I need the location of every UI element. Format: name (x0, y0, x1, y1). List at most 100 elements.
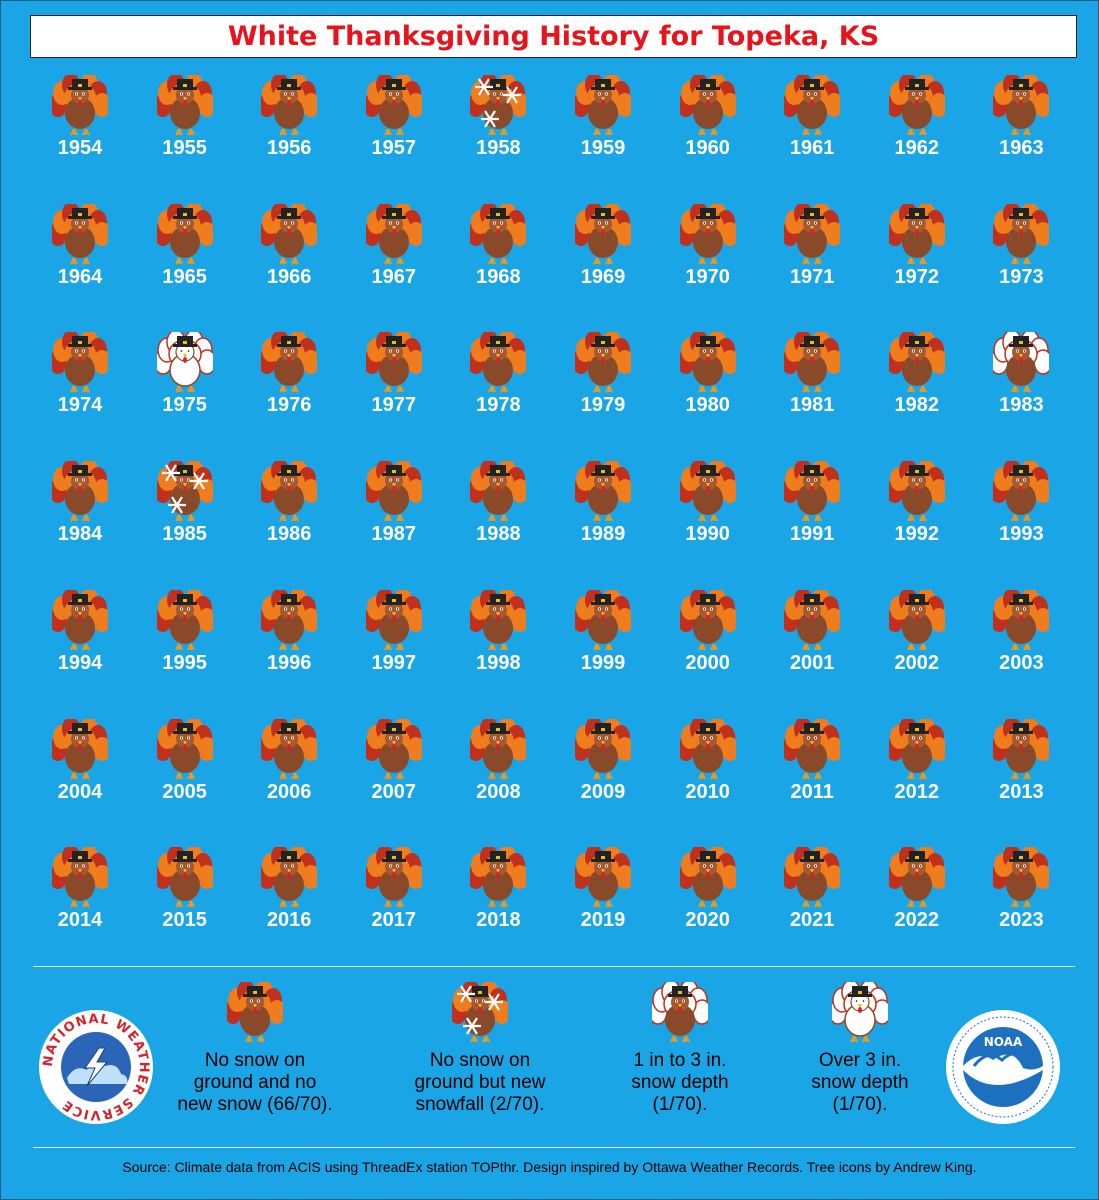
year-label: 1969 (580, 265, 626, 288)
year-label: 1960 (685, 137, 730, 159)
legend-item-over-3in: Over 3 in. snow depth (1/70). (775, 982, 945, 1116)
turkey-grid: 1954 1955 1956 1957 1958 1959 1960 1961 1962 1963… (28, 75, 1073, 932)
year-label: 1955 (162, 137, 207, 159)
year-cell-2003: 2003 (969, 589, 1073, 708)
nws-logo: NATIONAL WEATHER SERVICE (39, 1010, 153, 1124)
year-label: 2018 (476, 909, 521, 932)
year-cell-1957: 1957 (342, 75, 446, 193)
legend-item-new-snow: No snow on ground but new snowfall (2/70). (385, 982, 575, 1116)
year-cell-1972: 1972 (865, 203, 969, 322)
year-cell-1994: 1994 (28, 589, 132, 708)
legend-divider-top (33, 966, 1075, 967)
year-label: 2007 (371, 780, 417, 803)
year-label: 2000 (685, 651, 730, 674)
year-cell-1960: 1960 (656, 75, 760, 193)
year-label: 2008 (476, 780, 521, 803)
year-label: 2013 (999, 780, 1044, 803)
year-label: 1999 (580, 651, 626, 674)
year-cell-1985: 1985 (133, 461, 237, 579)
legend-item-one-to-three: 1 in to 3 in. snow depth (1/70). (590, 982, 770, 1116)
year-cell-1966: 1966 (237, 203, 341, 322)
year-cell-1996: 1996 (237, 589, 341, 708)
year-label: 1978 (476, 394, 521, 417)
legend-turkey-icon (775, 982, 945, 1044)
year-cell-2019: 2019 (551, 847, 655, 965)
year-cell-2008: 2008 (446, 718, 550, 837)
year-label: 2002 (894, 651, 940, 674)
year-label: 1956 (266, 137, 312, 159)
year-cell-2010: 2010 (656, 718, 760, 837)
year-cell-2002: 2002 (865, 589, 969, 708)
year-cell-2017: 2017 (342, 847, 446, 965)
year-cell-1992: 1992 (865, 461, 969, 579)
year-cell-1971: 1971 (760, 203, 864, 322)
year-cell-2005: 2005 (133, 718, 237, 837)
year-label: 1974 (57, 394, 103, 417)
noaa-logo-text: NOAA (984, 1035, 1023, 1049)
year-label: 2019 (580, 909, 626, 932)
year-cell-1978: 1978 (446, 332, 550, 450)
year-label: 1991 (789, 523, 835, 546)
year-label: 2020 (685, 909, 730, 932)
year-label: 1970 (685, 265, 730, 288)
chart-title: White Thanksgiving History for Topeka, K… (227, 21, 880, 52)
year-cell-2023: 2023 (969, 847, 1073, 965)
year-label: 1990 (685, 523, 730, 546)
year-cell-2006: 2006 (237, 718, 341, 837)
year-cell-2014: 2014 (28, 847, 132, 965)
year-cell-1982: 1982 (865, 332, 969, 450)
year-cell-1983: 1983 (969, 332, 1073, 450)
year-label: 1964 (57, 265, 103, 288)
year-label: 2011 (790, 780, 834, 803)
legend-turkey-icon (150, 982, 360, 1044)
year-cell-1995: 1995 (133, 589, 237, 708)
year-label: 1995 (162, 651, 207, 674)
year-cell-1997: 1997 (342, 589, 446, 708)
legend-divider-bottom (33, 1147, 1075, 1148)
legend-text-line: (1/70). (652, 1094, 708, 1115)
year-cell-2013: 2013 (969, 718, 1073, 837)
year-label: 1973 (999, 265, 1044, 288)
year-label: 2023 (999, 909, 1044, 932)
year-label: 2009 (580, 780, 626, 803)
year-label: 1981 (789, 394, 835, 417)
year-label: 2016 (266, 909, 312, 932)
year-cell-2022: 2022 (865, 847, 969, 965)
year-label: 2003 (999, 651, 1044, 674)
year-label: 2017 (371, 909, 417, 932)
year-cell-2000: 2000 (656, 589, 760, 708)
year-cell-2015: 2015 (133, 847, 237, 965)
year-label: 1975 (162, 394, 207, 417)
year-label: 1996 (266, 651, 312, 674)
year-cell-1990: 1990 (656, 461, 760, 579)
year-label: 1982 (894, 394, 940, 417)
legend-text-line: snow depth (811, 1072, 909, 1093)
year-label: 1972 (894, 265, 940, 288)
legend-text-line: ground and no (193, 1072, 317, 1093)
year-label: 1983 (999, 394, 1044, 417)
year-label: 1998 (476, 651, 521, 674)
legend-text-line: No snow on (429, 1050, 531, 1071)
year-cell-1968: 1968 (446, 203, 550, 322)
year-cell-1975: 1975 (133, 332, 237, 450)
year-label: 1985 (162, 523, 207, 546)
year-cell-1989: 1989 (551, 461, 655, 579)
year-label: 1994 (57, 651, 103, 674)
year-cell-2016: 2016 (237, 847, 341, 965)
year-label: 1992 (894, 523, 940, 546)
year-label: 1959 (580, 137, 626, 159)
year-label: 1961 (789, 137, 835, 159)
year-label: 1989 (580, 523, 626, 546)
year-label: 1962 (894, 137, 940, 159)
year-label: 1958 (476, 137, 521, 159)
year-cell-2004: 2004 (28, 718, 132, 837)
year-cell-1973: 1973 (969, 203, 1073, 322)
year-cell-1967: 1967 (342, 203, 446, 322)
year-label: 1986 (266, 523, 312, 546)
year-cell-1980: 1980 (656, 332, 760, 450)
year-label: 1971 (789, 265, 835, 288)
year-label: 1965 (162, 265, 207, 288)
year-cell-2021: 2021 (760, 847, 864, 965)
year-label: 2012 (894, 780, 940, 803)
source-note: Source: Climate data from ACIS using Thr… (122, 1159, 977, 1175)
